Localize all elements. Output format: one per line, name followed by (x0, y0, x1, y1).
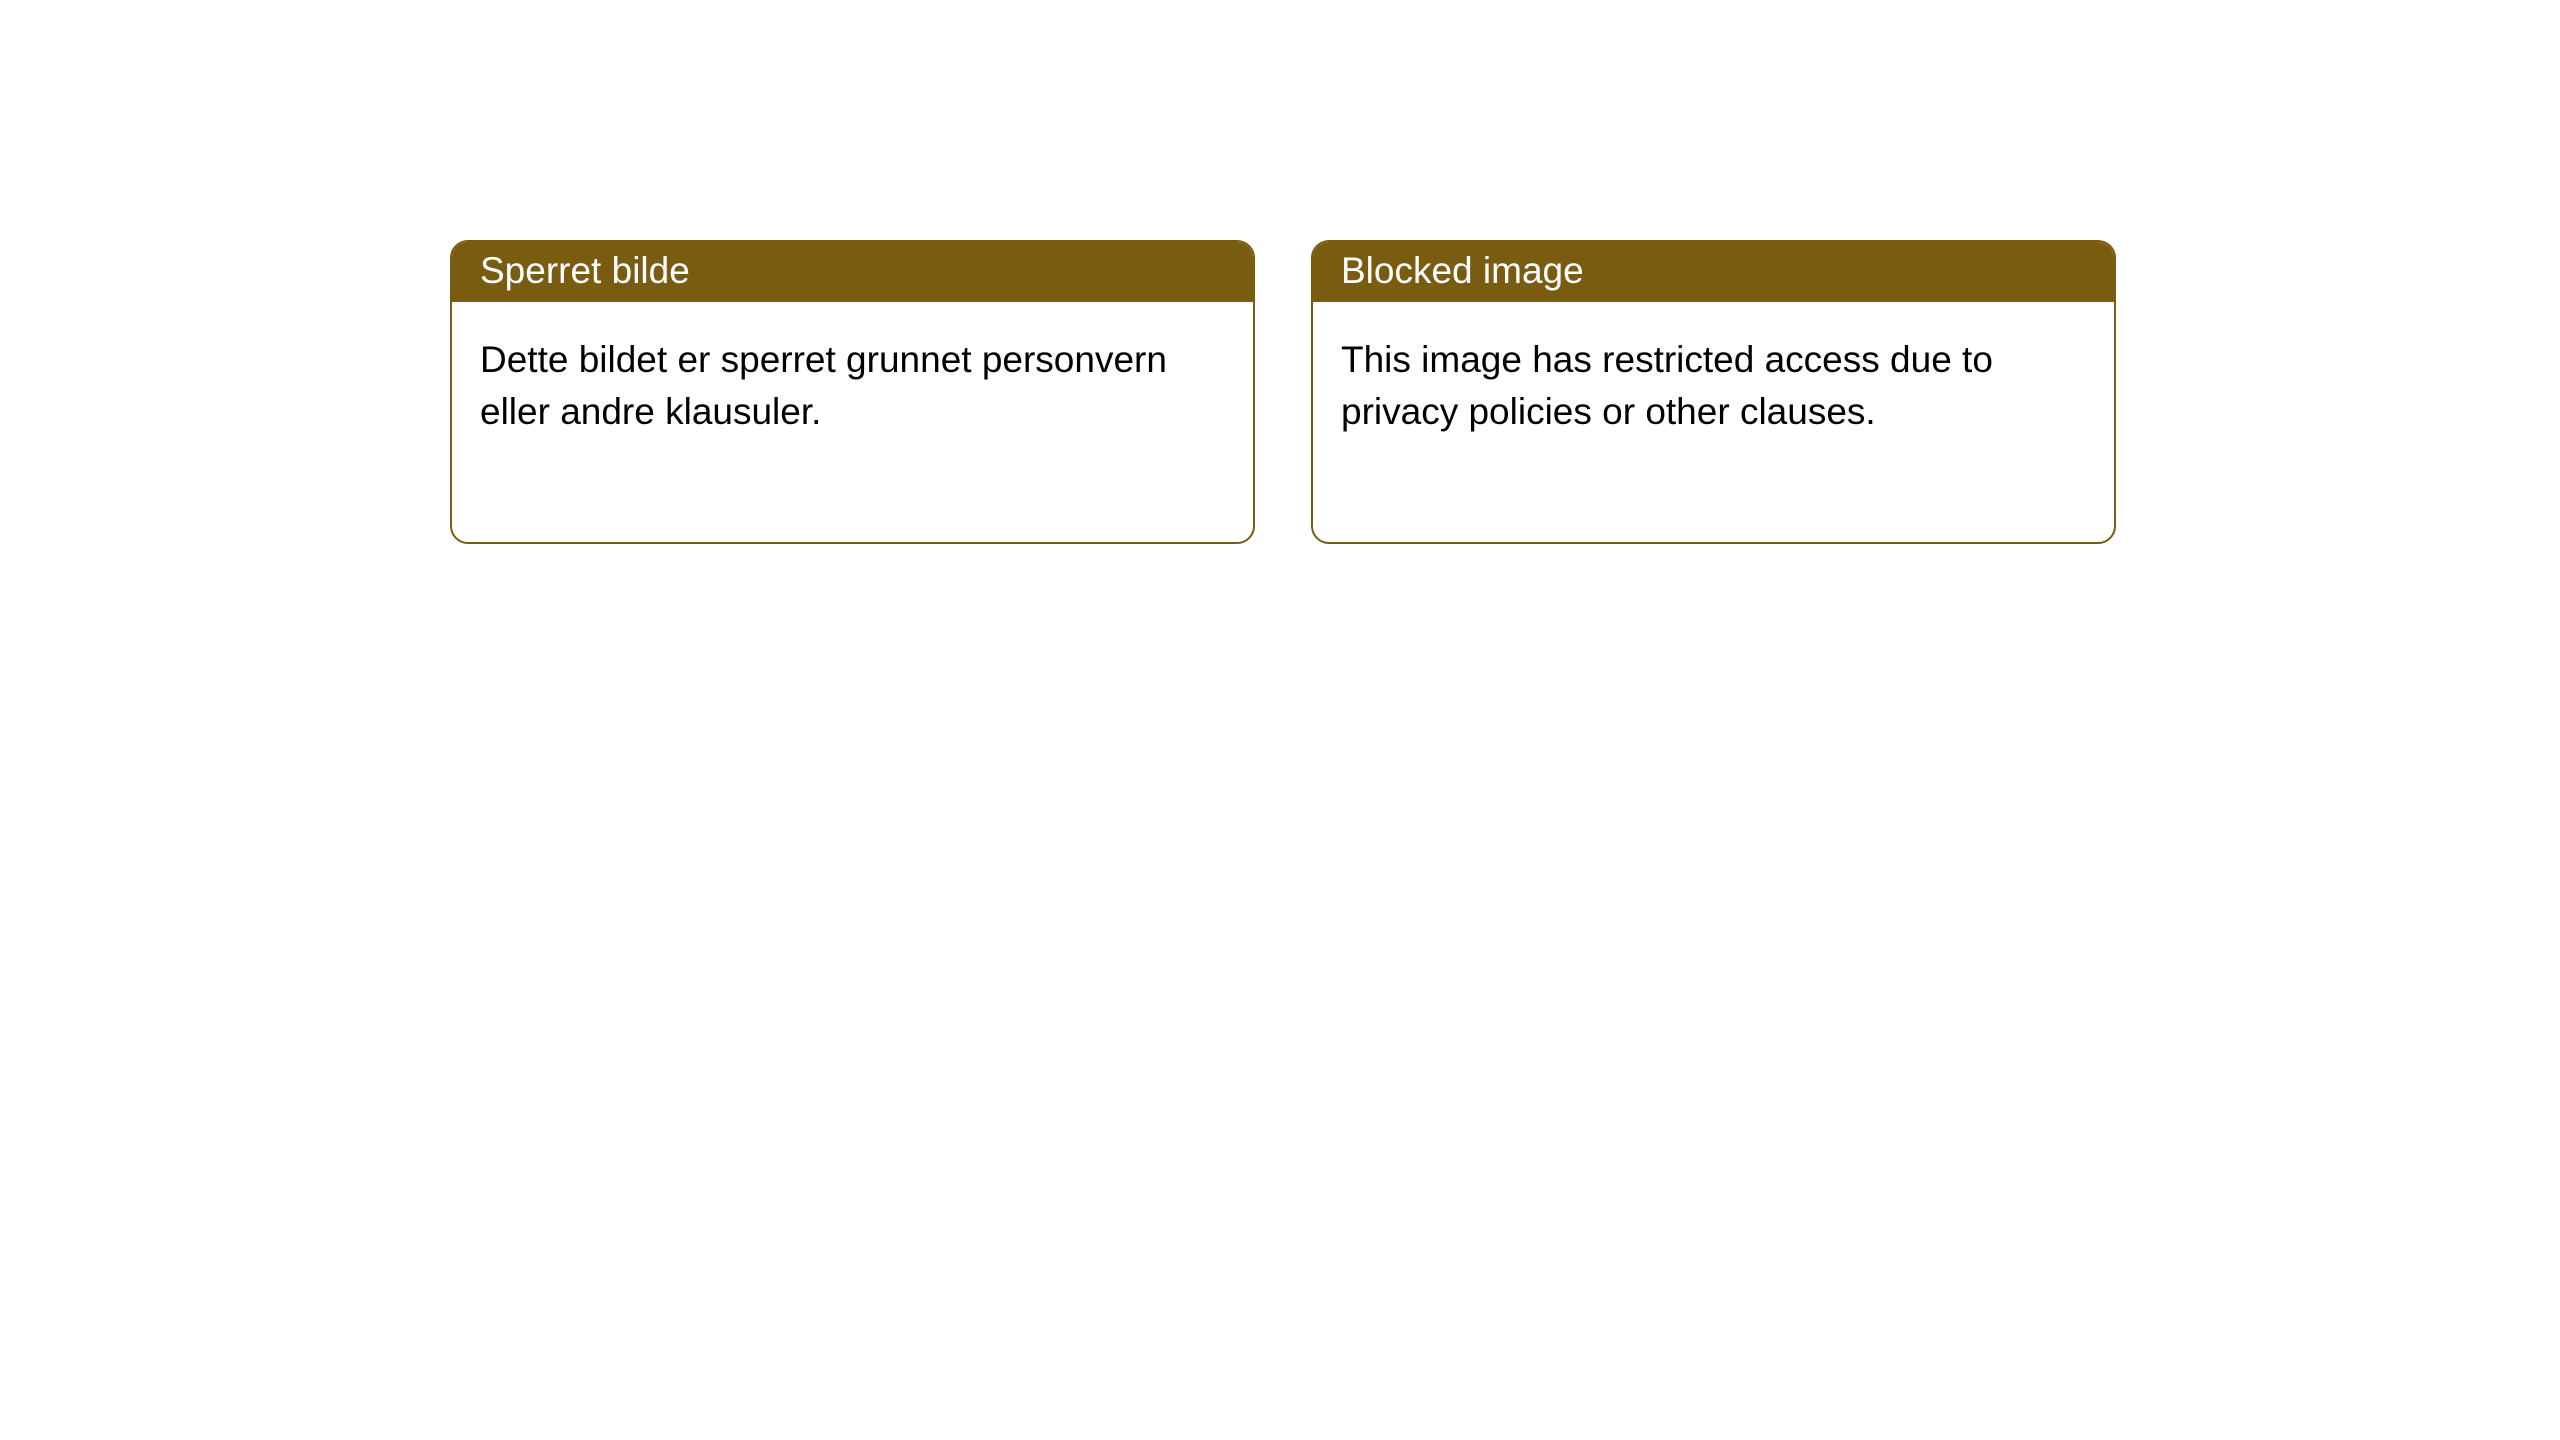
card-body: Dette bildet er sperret grunnet personve… (452, 302, 1253, 542)
card-row: Sperret bilde Dette bildet er sperret gr… (0, 0, 2560, 544)
blocked-image-card-no: Sperret bilde Dette bildet er sperret gr… (450, 240, 1255, 544)
blocked-image-card-en: Blocked image This image has restricted … (1311, 240, 2116, 544)
card-body: This image has restricted access due to … (1313, 302, 2114, 542)
card-title: Sperret bilde (452, 242, 1253, 302)
card-title: Blocked image (1313, 242, 2114, 302)
